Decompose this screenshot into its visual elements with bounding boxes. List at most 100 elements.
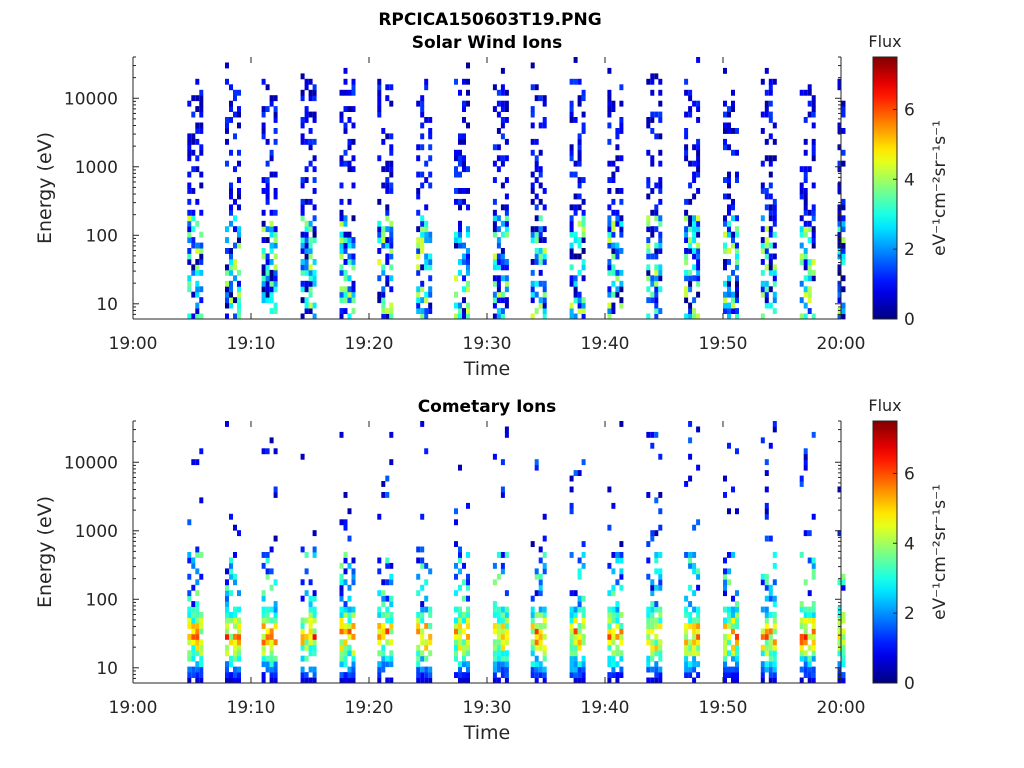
- heatmap-cell: [768, 644, 773, 651]
- heatmap-cell: [538, 231, 543, 238]
- heatmap-cell: [619, 155, 624, 162]
- heatmap-cell: [347, 117, 352, 123]
- heatmap-cell: [530, 226, 535, 233]
- heatmap-cell: [466, 552, 470, 558]
- heatmap-cell: [684, 313, 689, 320]
- heatmap-cell: [492, 655, 497, 662]
- heatmap-cell: [841, 149, 846, 156]
- heatmap-cell: [199, 297, 204, 304]
- heatmap-cell: [538, 666, 543, 673]
- heatmap-cell: [496, 89, 501, 96]
- heatmap-cell: [654, 568, 659, 575]
- heatmap-cell: [615, 248, 620, 254]
- heatmap-cell: [233, 552, 237, 558]
- heatmap-cell: [466, 502, 470, 509]
- heatmap-cell: [416, 242, 421, 249]
- heatmap-cell: [573, 78, 578, 85]
- heatmap-cell: [312, 650, 317, 657]
- heatmap-cell: [339, 573, 344, 580]
- heatmap-cell: [462, 672, 466, 678]
- heatmap-cell: [492, 106, 497, 112]
- heatmap-cell: [385, 95, 390, 102]
- heatmap-cell: [650, 431, 655, 438]
- heatmap-cell: [428, 128, 433, 134]
- heatmap-cell: [381, 308, 386, 314]
- heatmap-cell: [343, 297, 348, 304]
- heatmap-cell: [458, 644, 462, 651]
- heatmap-cell: [530, 269, 535, 276]
- heatmap-cell: [199, 259, 204, 265]
- heatmap-cell: [458, 89, 462, 96]
- heatmap-cell: [265, 448, 270, 455]
- heatmap-cell: [692, 677, 697, 684]
- heatmap-cell: [688, 601, 693, 607]
- heatmap-cell: [768, 302, 773, 309]
- heatmap-cell: [569, 475, 574, 482]
- heatmap-cell: [424, 177, 429, 183]
- heatmap-cell: [420, 584, 425, 591]
- heatmap-cell: [351, 308, 356, 314]
- heatmap-cell: [723, 111, 727, 118]
- heatmap-cell: [650, 666, 655, 673]
- heatmap-cell: [688, 617, 693, 624]
- heatmap-cell: [735, 128, 739, 134]
- heatmap-cell: [466, 226, 470, 233]
- colorbar-tick-label: 0: [904, 674, 915, 694]
- heatmap-cell: [735, 448, 739, 455]
- heatmap-cell: [377, 672, 382, 678]
- heatmap-cell: [530, 280, 535, 287]
- heatmap-cell: [654, 248, 659, 254]
- heatmap-cell: [265, 253, 270, 260]
- heatmap-cell: [308, 628, 313, 635]
- heatmap-cell: [308, 644, 313, 651]
- heatmap-cell: [696, 253, 701, 260]
- heatmap-cell: [273, 95, 278, 102]
- heatmap-cell: [195, 568, 200, 575]
- heatmap-cell: [273, 106, 278, 112]
- heatmap-cell: [424, 264, 429, 271]
- heatmap-cell: [462, 166, 466, 173]
- heatmap-cell: [534, 291, 539, 298]
- heatmap-cell: [772, 639, 777, 646]
- heatmap-cell: [534, 623, 539, 629]
- heatmap-cell: [308, 606, 313, 613]
- heatmap-cell: [646, 666, 651, 673]
- heatmap-cell: [569, 650, 574, 657]
- heatmap-cell: [684, 666, 689, 673]
- heatmap-cell: [377, 661, 382, 668]
- heatmap-cell: [265, 259, 270, 265]
- heatmap-cell: [768, 269, 773, 276]
- heatmap-cell: [530, 286, 535, 293]
- heatmap-cell: [735, 291, 739, 298]
- x-tick-label: 19:30: [463, 334, 512, 354]
- heatmap-cell: [261, 269, 266, 276]
- heatmap-cell: [304, 226, 309, 233]
- heatmap-cell: [607, 204, 612, 211]
- heatmap-cell: [187, 171, 192, 178]
- heatmap-cell: [347, 297, 352, 304]
- heatmap-cell: [300, 286, 305, 293]
- heatmap-cell: [500, 661, 505, 668]
- heatmap-cell: [237, 111, 241, 118]
- heatmap-cell: [534, 672, 539, 678]
- heatmap-cell: [569, 606, 574, 613]
- heatmap-cell: [466, 231, 470, 238]
- heatmap-cell: [811, 313, 816, 320]
- heatmap-cell: [199, 661, 204, 668]
- heatmap-cell: [420, 106, 425, 112]
- heatmap-cell: [837, 231, 842, 238]
- heatmap-cell: [187, 209, 192, 216]
- heatmap-cell: [650, 78, 655, 85]
- heatmap-cell: [696, 215, 701, 222]
- heatmap-cell: [381, 226, 386, 233]
- heatmap-cell: [199, 122, 204, 129]
- heatmap-cell: [803, 193, 808, 200]
- heatmap-cell: [569, 280, 574, 287]
- heatmap-cell: [195, 220, 200, 227]
- heatmap-cell: [308, 612, 313, 618]
- heatmap-cell: [229, 100, 233, 107]
- heatmap-cell: [424, 595, 429, 602]
- heatmap-cell: [500, 644, 505, 651]
- heatmap-cell: [381, 237, 386, 243]
- heatmap-cell: [530, 198, 535, 205]
